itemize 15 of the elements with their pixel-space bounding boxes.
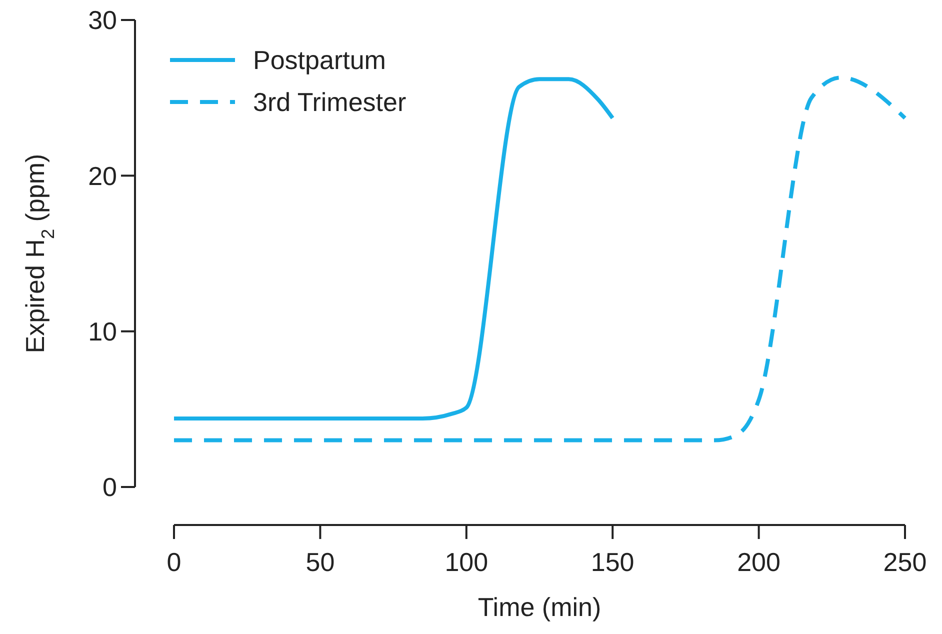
x-tick-label: 0: [166, 547, 182, 577]
y-tick-label: 10: [88, 316, 117, 346]
x-tick-label: 150: [590, 547, 634, 577]
x-tick-label: 50: [306, 547, 335, 577]
y-tick-label: 0: [102, 472, 117, 502]
x-tick-label: 250: [883, 547, 927, 577]
legend-label: Postpartum: [253, 45, 386, 76]
x-tick-label: 100: [444, 547, 488, 577]
legend-label: 3rd Trimester: [253, 87, 406, 118]
x-axis-title: Time (min): [478, 592, 602, 622]
line-series: [172, 77, 615, 421]
y-tick-label: 30: [88, 5, 117, 36]
line-series: [172, 76, 907, 442]
y-tick-label: 20: [88, 160, 117, 191]
x-tick-label: 200: [737, 547, 780, 577]
